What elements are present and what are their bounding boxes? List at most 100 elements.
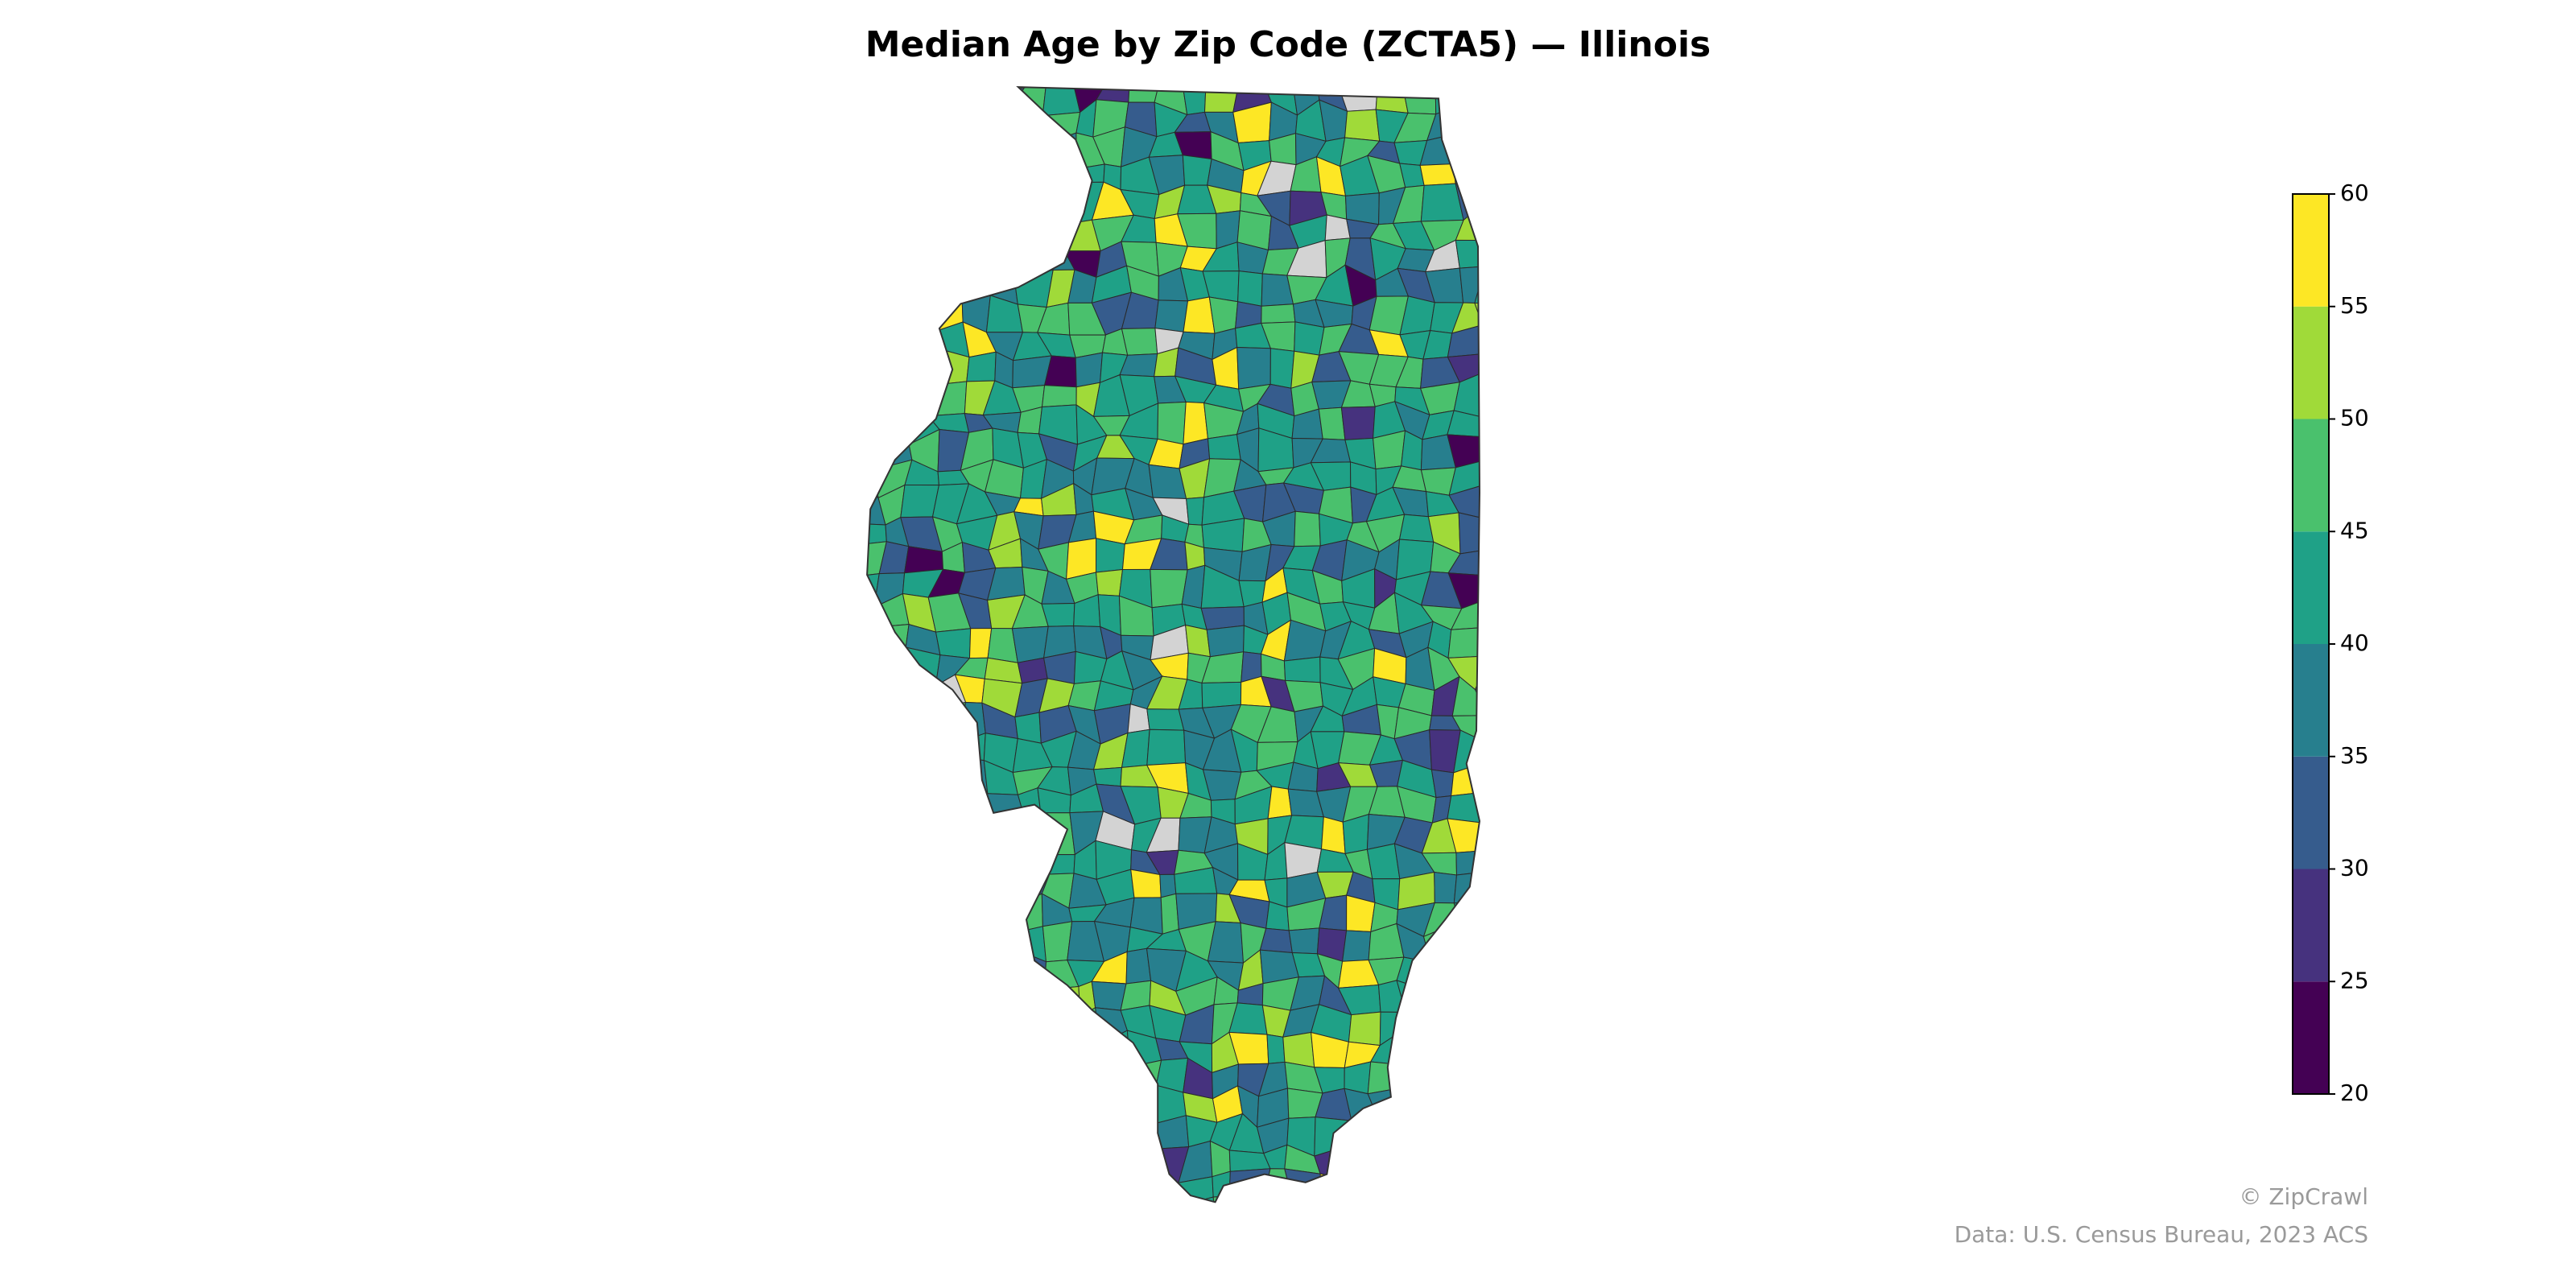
colorbar-tick-label: 25 <box>2340 967 2369 993</box>
zip-area <box>930 136 972 165</box>
zip-area <box>1009 1146 1051 1184</box>
zip-area <box>1152 1207 1184 1236</box>
zip-area <box>1118 1169 1161 1203</box>
zip-area <box>927 87 972 113</box>
zip-area <box>954 894 997 938</box>
zip-area <box>902 674 936 716</box>
zip-area <box>1042 87 1081 117</box>
zip-area <box>1474 129 1480 163</box>
zip-area <box>1459 1088 1480 1124</box>
zip-area <box>985 1114 1018 1147</box>
zip-area <box>1505 127 1541 157</box>
zip-area <box>1424 1149 1451 1183</box>
zip-area <box>1380 1121 1402 1151</box>
zip-area <box>1450 597 1480 630</box>
zip-area <box>1455 239 1480 269</box>
zip-area <box>1421 1093 1463 1117</box>
zip-area <box>1507 540 1535 569</box>
zip-area <box>873 701 908 745</box>
zip-area <box>1483 1144 1517 1179</box>
zip-area <box>1421 985 1464 1013</box>
colorbar-tick-label: 20 <box>2340 1080 2369 1106</box>
zip-area <box>867 376 889 417</box>
zip-area <box>1484 437 1517 466</box>
zip-area <box>928 99 965 142</box>
zip-area <box>1476 866 1480 902</box>
zip-area <box>1508 1198 1543 1237</box>
zip-area <box>1488 549 1516 576</box>
zip-area <box>1127 703 1150 734</box>
zip-area <box>984 1060 1023 1099</box>
zip-area <box>1148 1115 1190 1150</box>
colorbar-bin <box>2293 869 2329 982</box>
zip-area <box>1177 1196 1216 1203</box>
zip-area <box>1206 625 1245 658</box>
zip-area <box>1338 1146 1381 1180</box>
zip-area <box>955 243 988 275</box>
zip-area <box>1505 1174 1539 1209</box>
zip-area <box>867 1060 888 1093</box>
zip-area <box>1397 1149 1430 1181</box>
zip-area <box>886 1117 915 1156</box>
zip-area <box>1487 483 1505 519</box>
zip-area <box>1121 328 1158 356</box>
zip-area <box>1448 482 1480 520</box>
colorbar-bin <box>2293 644 2329 757</box>
zip-area <box>906 221 937 245</box>
zip-area <box>879 735 915 770</box>
zip-area <box>1453 900 1480 929</box>
zip-area <box>1342 930 1372 962</box>
zip-area <box>1510 948 1542 978</box>
zip-area <box>1042 168 1077 184</box>
zip-area <box>1459 979 1480 1016</box>
colorbar: 20 25 30 35 40 45 50 55 60 <box>2292 180 2369 1106</box>
zip-area <box>1319 1173 1345 1203</box>
zip-area <box>1282 1031 1315 1068</box>
zip-area <box>1423 1037 1463 1073</box>
zip-area <box>905 1140 944 1180</box>
zip-area <box>1017 1006 1053 1047</box>
zip-area <box>1207 434 1241 460</box>
zip-area <box>876 921 916 964</box>
zip-area <box>1266 1034 1286 1064</box>
zip-area <box>994 1145 1018 1174</box>
zip-area <box>1447 1179 1480 1203</box>
zip-area <box>1458 512 1480 555</box>
zip-area <box>965 1166 996 1199</box>
zip-area <box>932 787 961 824</box>
zip-area <box>1017 1043 1051 1073</box>
credit: © ZipCrawl <box>2239 1183 2368 1210</box>
zip-area <box>931 897 964 936</box>
zip-area <box>1453 872 1480 904</box>
zip-area <box>1186 497 1205 526</box>
zip-area <box>935 628 972 659</box>
zip-area <box>927 156 972 197</box>
colorbar-tick-label: 40 <box>2340 630 2369 656</box>
zip-area <box>1476 239 1480 277</box>
zip-area <box>963 935 997 952</box>
zip-area <box>984 1096 1022 1122</box>
zip-area <box>872 1199 914 1203</box>
zip-area <box>1036 1177 1066 1203</box>
zip-area <box>982 811 1024 852</box>
zip-area <box>1477 1112 1480 1150</box>
zip-area <box>1505 100 1541 135</box>
zip-area <box>1093 1142 1136 1180</box>
zip-area <box>1157 401 1187 445</box>
colorbar-bin <box>2293 306 2329 419</box>
zip-area <box>1487 514 1507 550</box>
zip-area <box>1092 1091 1134 1120</box>
zip-area <box>1482 708 1511 741</box>
zip-area <box>1320 816 1346 855</box>
zip-area <box>987 932 1020 952</box>
zip-area <box>911 812 940 851</box>
zip-area <box>1399 1087 1429 1124</box>
colorbar-bin <box>2293 419 2329 532</box>
zip-area <box>867 601 881 635</box>
zip-area <box>1508 632 1537 656</box>
zip-area <box>867 625 881 660</box>
zip-area <box>1063 1170 1103 1203</box>
zip-area <box>1502 297 1534 320</box>
zip-area <box>899 347 944 385</box>
